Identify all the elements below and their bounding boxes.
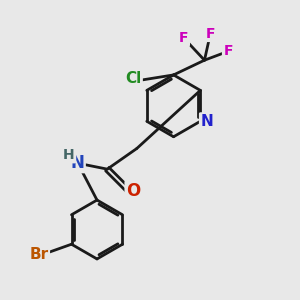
- Text: Cl: Cl: [125, 71, 141, 86]
- Text: O: O: [126, 182, 140, 200]
- Text: F: F: [206, 27, 215, 41]
- Text: F: F: [179, 31, 189, 45]
- Text: N: N: [200, 114, 213, 129]
- Text: H: H: [63, 148, 75, 162]
- Text: F: F: [223, 44, 233, 58]
- Text: N: N: [70, 154, 84, 172]
- Text: Br: Br: [29, 247, 49, 262]
